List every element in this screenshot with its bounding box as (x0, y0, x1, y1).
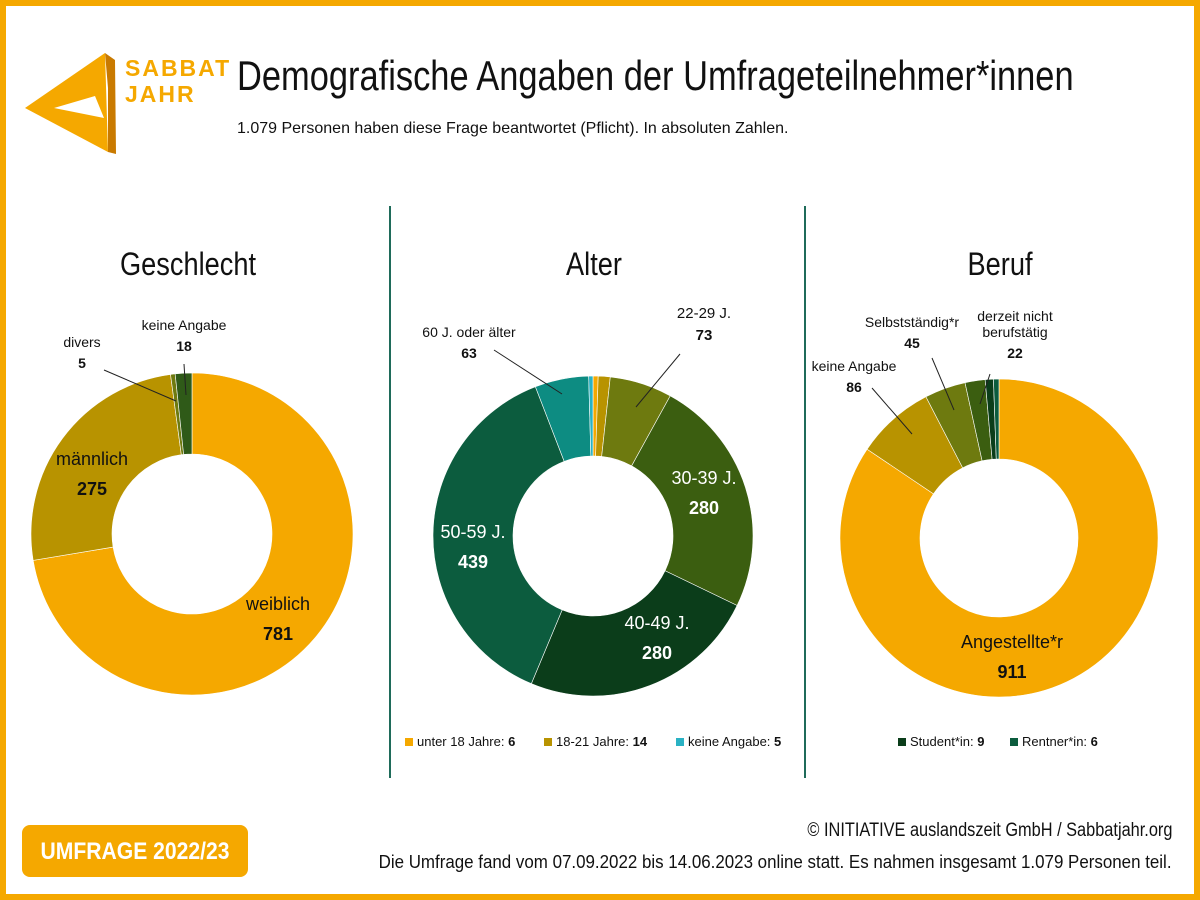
legend-swatch-beruf-rentner-in (1010, 738, 1018, 746)
data-label-geschlecht-keine-angabe: keine Angabe (142, 317, 227, 333)
legend-swatch-beruf-student-in (898, 738, 906, 746)
leader-line-geschlecht-keine-angabe (183, 363, 187, 396)
data-label-beruf-derzeit-nicht-berufstätig: berufstätig (982, 324, 1047, 340)
data-value-geschlecht-keine-angabe: 18 (176, 338, 192, 354)
legend-entry-alter-keine-angabe: keine Angabe: 5 (688, 734, 781, 749)
leader-line-alter-60-j-oder-älter (493, 349, 563, 395)
survey-footnote: Die Umfrage fand vom 07.09.2022 bis 14.0… (379, 852, 1172, 872)
data-value-alter-60-j-oder-älter: 63 (461, 345, 477, 361)
copyright-notice: © INITIATIVE auslandszeit GmbH / Sabbatj… (806, 820, 1172, 841)
slice-beruf-angestellte-r (839, 378, 1159, 698)
data-label-alter-50-59-j: 50-59 J. (440, 522, 505, 542)
data-value-beruf-angestellte-r: 911 (997, 662, 1026, 682)
slice-alter-40-49-j (530, 570, 738, 697)
data-label-beruf-keine-angabe: keine Angabe (812, 358, 897, 374)
chart-title-beruf: Beruf (967, 246, 1033, 282)
logo-line1: SABBAT (125, 55, 232, 81)
slice-alter-keine-angabe (588, 375, 594, 457)
logo-wordmark: SABBAT JAHR (125, 55, 231, 107)
data-value-geschlecht-männlich: 275 (77, 479, 107, 499)
data-label-geschlecht-weiblich: weiblich (245, 594, 310, 614)
slice-geschlecht-männlich (30, 374, 182, 561)
data-value-alter-30-39-j: 280 (689, 498, 719, 518)
legend-entry-alter-unter-18-jahre: unter 18 Jahre: 6 (417, 734, 515, 749)
data-label-beruf-angestellte-r: Angestellte*r (961, 632, 1063, 652)
survey-badge: UMFRAGE 2022/23 (22, 825, 248, 877)
donut-geschlecht: weiblich 781 männlich 275 divers 5 keine Angab… (30, 317, 354, 696)
legend-swatch-alter-unter-18-jahre (405, 738, 413, 746)
data-value-alter-22-29-j: 73 (696, 327, 713, 344)
legend-swatch-alter-18-21-jahre (544, 738, 552, 746)
chart-title-alter: Alter (566, 246, 622, 282)
legend-entry-beruf-rentner-in: Rentner*in: 6 (1022, 734, 1098, 749)
chart-title-geschlecht: Geschlecht (119, 246, 257, 282)
slice-alter-30-39-j (631, 395, 754, 606)
page-subtitle: 1.079 Personen haben diese Frage beantwo… (237, 120, 789, 137)
data-value-beruf-derzeit-nicht-berufstätig: 22 (1007, 345, 1023, 361)
survey-badge-label: UMFRAGE 2022/23 (40, 838, 230, 865)
leader-line-alter-22-29-j (635, 353, 681, 408)
slice-beruf-rentner-in (993, 378, 1000, 460)
logo-line2: JAHR (125, 81, 196, 107)
data-value-beruf-keine-angabe: 86 (846, 379, 862, 395)
slice-geschlecht-keine-angabe (174, 372, 193, 455)
data-value-alter-40-49-j: 280 (642, 643, 672, 663)
leader-line-beruf-derzeit-nicht-berufstätig (979, 373, 991, 405)
logo-icon (25, 53, 116, 154)
data-label-alter-30-39-j: 30-39 J. (671, 468, 736, 488)
slice-alter-50-59-j (432, 386, 565, 685)
data-label-beruf-selbstständig-r: Selbstständig*r (865, 314, 960, 330)
donut-beruf: Angestellte*r 911 keine Angabe 86 Selbststän… (812, 308, 1159, 749)
page-title: Demografische Angaben der Umfrageteilneh… (237, 52, 1074, 99)
leader-line-beruf-selbstständig-r (931, 357, 955, 411)
data-label-beruf-derzeit-nicht-berufstätig: derzeit nicht (977, 308, 1053, 324)
data-value-geschlecht-divers: 5 (78, 355, 86, 371)
data-label-geschlecht-divers: divers (63, 334, 100, 350)
data-value-beruf-selbstständig-r: 45 (904, 335, 920, 351)
leader-line-geschlecht-divers (103, 369, 177, 402)
data-label-alter-60-j-oder-älter: 60 J. oder älter (422, 324, 516, 340)
data-label-alter-22-29-j: 22-29 J. (677, 305, 731, 322)
legend-swatch-alter-keine-angabe (676, 738, 684, 746)
panel-divider-right (804, 206, 806, 778)
data-value-alter-50-59-j: 439 (458, 552, 488, 572)
leader-line-beruf-keine-angabe (871, 387, 913, 435)
slice-geschlecht-weiblich (32, 372, 354, 696)
panel-divider-left (389, 206, 391, 778)
data-value-geschlecht-weiblich: 781 (263, 624, 293, 644)
data-label-alter-40-49-j: 40-49 J. (624, 613, 689, 633)
data-label-geschlecht-männlich: männlich (56, 449, 128, 469)
legend-entry-alter-18-21-jahre: 18-21 Jahre: 14 (556, 734, 648, 749)
donut-alter: 22-29 J. 73 30-39 J. 280 40-49 J. 280 50-59 J.… (405, 305, 781, 749)
legend-entry-beruf-student-in: Student*in: 9 (910, 734, 984, 749)
